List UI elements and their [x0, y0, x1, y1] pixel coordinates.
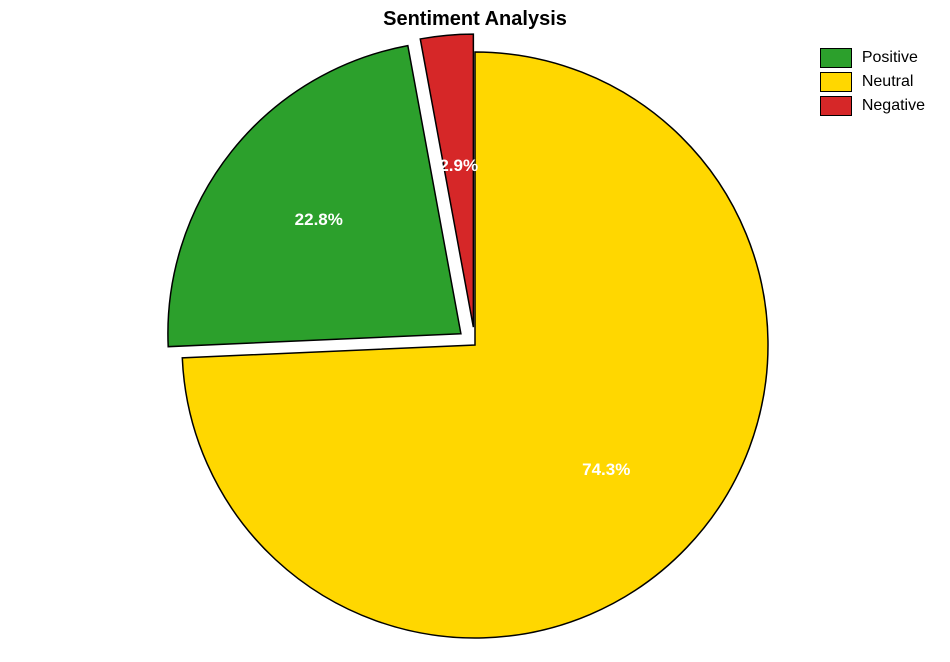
pie-svg: 74.3% 22.8% 2.9%: [0, 0, 950, 662]
legend-item-neutral: Neutral: [820, 72, 925, 92]
legend: Positive Neutral Negative: [820, 48, 925, 120]
legend-label-neutral: Neutral: [862, 73, 914, 91]
legend-swatch-neutral: [820, 72, 852, 92]
legend-swatch-positive: [820, 48, 852, 68]
sentiment-pie-chart: Sentiment Analysis 74.3%22.8%2.9% Positi…: [0, 0, 950, 662]
legend-swatch-negative: [820, 96, 852, 116]
slice-label-negative: 2.9%: [439, 156, 478, 175]
legend-label-negative: Negative: [862, 97, 925, 115]
legend-item-negative: Negative: [820, 96, 925, 116]
legend-item-positive: Positive: [820, 48, 925, 68]
slice-positive: [168, 46, 461, 347]
legend-label-positive: Positive: [862, 49, 918, 67]
slice-label-positive: 22.8%: [295, 210, 343, 229]
slice-label-neutral: 74.3%: [582, 460, 630, 479]
